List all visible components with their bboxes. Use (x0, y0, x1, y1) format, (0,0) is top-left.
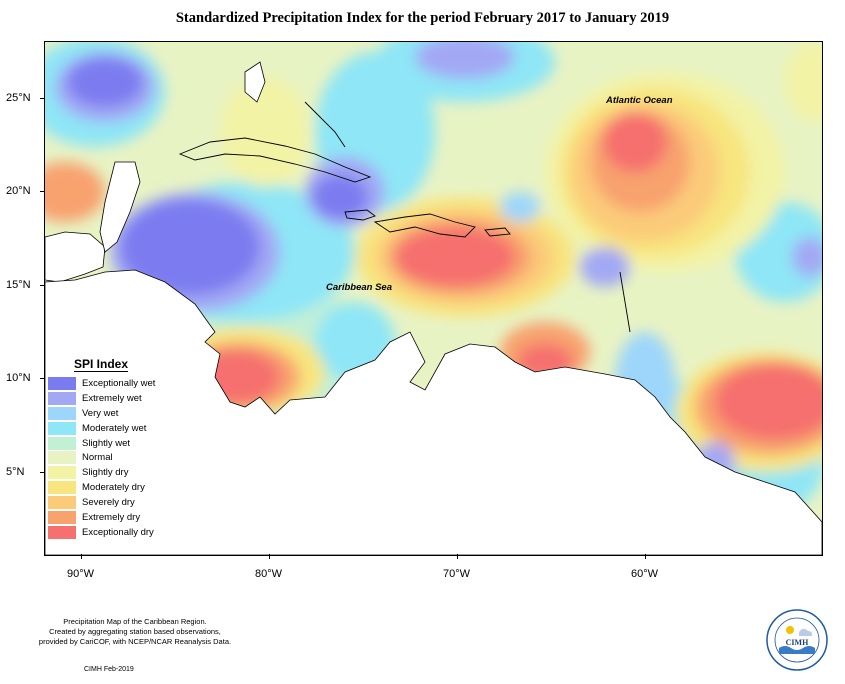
legend-items: Exceptionally wet Extremely wet Very wet Mo… (48, 376, 155, 540)
legend-swatch (48, 406, 76, 420)
lon-tick (457, 554, 458, 559)
legend-swatch (48, 391, 76, 405)
lesser-antilles-outline (619, 271, 631, 333)
legend-swatch (48, 376, 76, 390)
legend-swatch (48, 436, 76, 450)
lon-label: 60°W (631, 568, 659, 580)
hispaniola-outline (373, 213, 476, 238)
legend-title: SPI Index (74, 357, 129, 372)
atlantic-ocean-label: Atlantic Ocean (606, 95, 673, 106)
legend-item: Exceptionally wet (48, 376, 155, 391)
spi-map-canvas (45, 42, 822, 555)
footer-date: CIMH Feb-2019 (84, 666, 134, 673)
legend-label: Moderately dry (82, 482, 145, 494)
lat-label: 10°N (6, 372, 31, 384)
central-south-america-land (45, 269, 822, 555)
legend-label: Extremely dry (82, 511, 141, 523)
lat-tick (40, 285, 45, 286)
logo-text: CIMH (786, 638, 809, 647)
spi-map (44, 41, 823, 556)
lat-label: 15°N (6, 279, 31, 291)
legend-item: Moderately wet (48, 421, 155, 436)
legend-swatch (48, 510, 76, 524)
lat-label: 5°N (6, 466, 25, 478)
land-masses (45, 61, 822, 555)
legend-item: Exceptionally dry (48, 525, 155, 540)
legend-swatch (48, 466, 76, 480)
legend-label: Severely dry (82, 497, 135, 509)
legend-label: Very wet (82, 407, 119, 419)
legend-item: Normal (48, 450, 155, 465)
jamaica-outline (344, 209, 376, 221)
legend-swatch (48, 496, 76, 510)
lon-tick (269, 554, 270, 559)
footer-line: Created by aggregating station based obs… (49, 627, 221, 636)
legend-item: Slightly wet (48, 436, 155, 451)
island-outlines (178, 101, 631, 333)
yucatan-land (99, 161, 141, 253)
legend-item: Extremely wet (48, 391, 155, 406)
lon-label: 90°W (67, 568, 95, 580)
map-title: Standardized Precipitation Index for the… (175, 10, 670, 26)
caribbean-sea-label: Caribbean Sea (326, 282, 392, 293)
legend-label: Normal (82, 452, 113, 464)
legend-item: Moderately dry (48, 480, 155, 495)
legend-label: Moderately wet (82, 422, 147, 434)
cimh-logo: CIMH (766, 609, 828, 671)
bahamas-outline (304, 101, 346, 148)
spi-legend: SPI Index Exceptionally wet Extremely wet… (48, 355, 155, 540)
lon-tick (81, 554, 82, 559)
sun-icon (786, 626, 794, 634)
legend-item: Very wet (48, 406, 155, 421)
legend-item: Severely dry (48, 495, 155, 510)
legend-label: Exceptionally dry (82, 526, 154, 538)
lat-label: 20°N (6, 185, 31, 197)
legend-label: Slightly wet (82, 437, 131, 449)
legend-swatch (48, 481, 76, 495)
lat-tick (40, 472, 45, 473)
legend-swatch (48, 525, 76, 539)
legend-item: Extremely dry (48, 510, 155, 525)
legend-swatch (48, 421, 76, 435)
lon-label: 70°W (443, 568, 471, 580)
lat-tick (40, 378, 45, 379)
lon-tick (645, 554, 646, 559)
legend-swatch (48, 451, 76, 465)
lat-label: 25°N (6, 92, 31, 104)
legend-label: Extremely wet (82, 392, 142, 404)
legend-label: Slightly dry (82, 467, 129, 479)
lat-tick (40, 191, 45, 192)
mexico-land (45, 231, 106, 283)
lon-label: 80°W (255, 568, 283, 580)
legend-item: Slightly dry (48, 465, 155, 480)
footer-notes: Precipitation Map of the Caribbean Regio… (0, 617, 270, 647)
legend-label: Exceptionally wet (82, 377, 156, 389)
puerto-rico-outline (484, 227, 511, 237)
footer-line: provided by CariCOF, with NCEP/NCAR Rean… (38, 637, 232, 646)
footer-line: Precipitation Map of the Caribbean Regio… (63, 617, 207, 626)
lat-tick (40, 98, 45, 99)
florida-land (244, 61, 266, 103)
cuba-outline (178, 137, 372, 183)
